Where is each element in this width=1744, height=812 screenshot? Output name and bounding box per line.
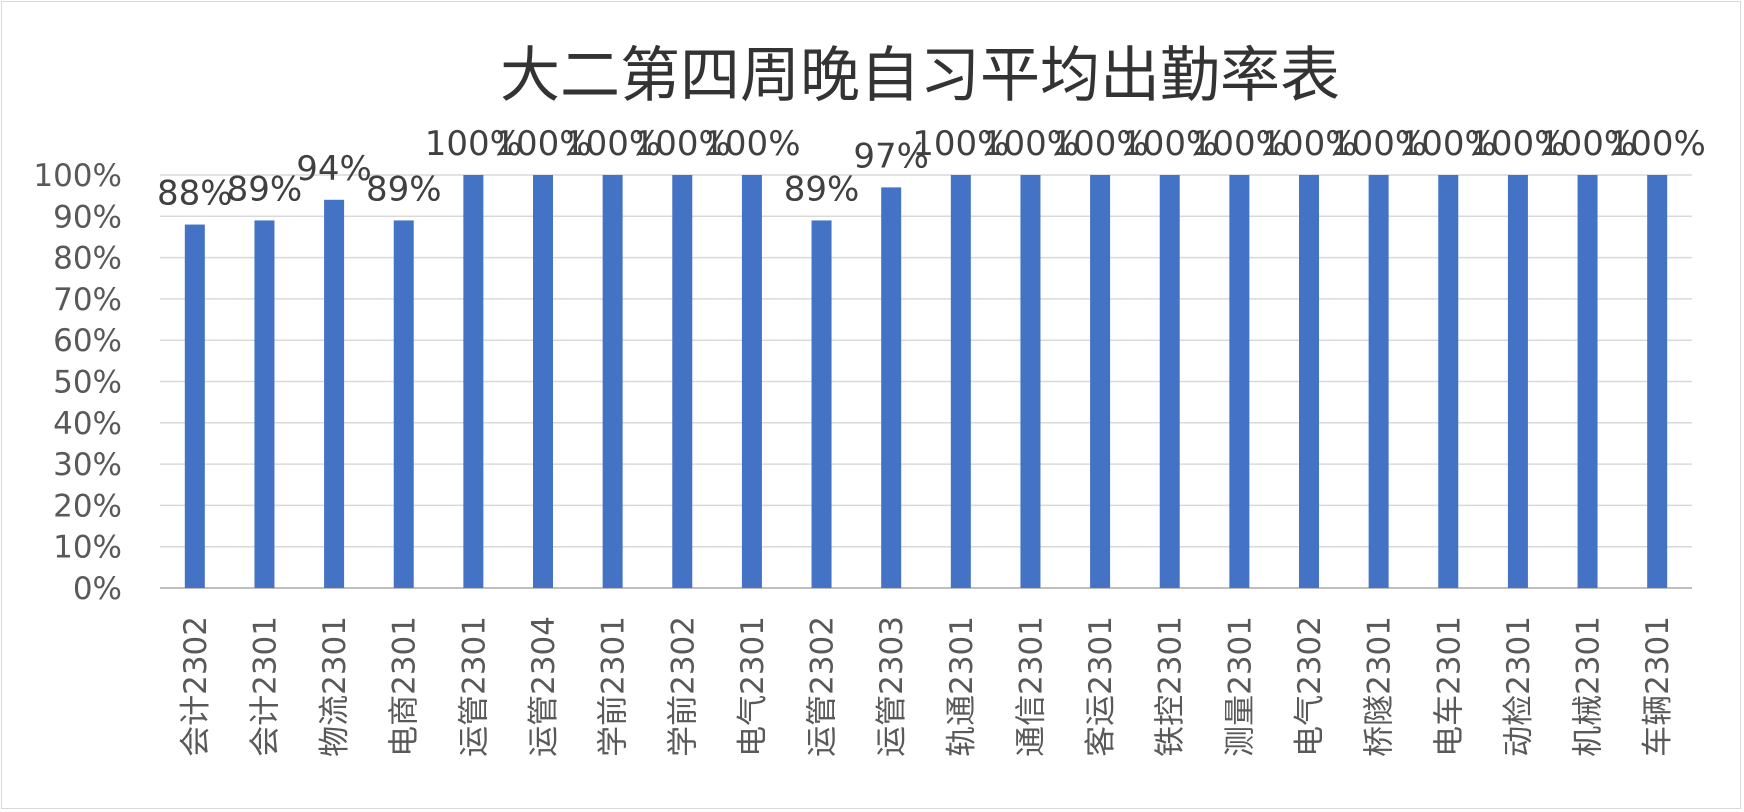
chart-title: 大二第四周晚自习平均出勤率表 <box>500 41 1340 111</box>
data-label: 89% <box>784 169 860 209</box>
x-tick-label: 物流2301 <box>317 616 353 757</box>
x-tick-label: 电气2301 <box>735 616 771 757</box>
bar <box>1438 175 1459 588</box>
x-tick-label: 电车2301 <box>1431 616 1467 757</box>
x-tick-label: 车辆2301 <box>1640 616 1676 757</box>
bar <box>1159 175 1180 588</box>
x-tick-label: 电气2302 <box>1292 616 1328 757</box>
y-tick-label: 70% <box>53 282 122 318</box>
y-tick-label: 0% <box>73 571 122 607</box>
bar <box>463 175 484 588</box>
gridlines <box>160 174 1692 589</box>
bar <box>602 175 623 588</box>
data-label: 89% <box>366 169 442 209</box>
bar <box>393 220 414 588</box>
x-tick-label: 电商2301 <box>387 616 423 757</box>
y-tick-label: 60% <box>53 323 122 359</box>
data-label: 100% <box>494 124 591 164</box>
x-tick-label: 测量2301 <box>1222 616 1258 757</box>
x-tick-label: 客运2301 <box>1083 616 1119 757</box>
x-tick-label: 运管2304 <box>526 616 562 757</box>
bar <box>672 175 693 588</box>
bar <box>741 175 762 588</box>
data-label: 100% <box>1191 124 1288 164</box>
data-label: 100% <box>1121 124 1218 164</box>
bar <box>1090 175 1111 588</box>
data-label: 100% <box>703 124 800 164</box>
y-tick-label: 40% <box>53 406 122 442</box>
data-label: 100% <box>1400 124 1497 164</box>
bar <box>1229 175 1250 588</box>
data-label: 100% <box>564 124 661 164</box>
x-tick-label: 学前2302 <box>665 616 701 757</box>
bar <box>184 224 205 588</box>
data-label: 100% <box>1609 124 1706 164</box>
bar <box>1577 175 1598 588</box>
bar <box>1647 175 1668 588</box>
x-tick-label: 轨通2301 <box>944 616 980 757</box>
data-label: 94% <box>296 149 372 189</box>
x-tick-label: 运管2303 <box>874 616 910 757</box>
x-tick-label: 桥隧2301 <box>1362 616 1398 757</box>
y-axis-ticks: 0% 10% 20% 30% 40% 50% 60% 70% 80% 90% 100% <box>33 158 122 607</box>
x-tick-label: 运管2301 <box>456 616 492 757</box>
data-label: 100% <box>1260 124 1357 164</box>
x-tick-label: 动检2301 <box>1501 616 1537 757</box>
data-label: 100% <box>1051 124 1148 164</box>
y-tick-label: 20% <box>53 488 122 524</box>
data-label: 100% <box>1469 124 1566 164</box>
data-label: 100% <box>982 124 1079 164</box>
bar <box>1020 175 1041 588</box>
bars <box>184 175 1668 588</box>
y-tick-label: 30% <box>53 447 122 483</box>
y-tick-label: 50% <box>53 365 122 401</box>
y-tick-label: 10% <box>53 530 122 566</box>
x-tick-label: 运管2302 <box>805 616 841 757</box>
bar <box>324 199 345 588</box>
x-tick-label: 会计2301 <box>247 616 283 757</box>
y-tick-label: 100% <box>33 158 122 194</box>
data-label: 100% <box>425 124 522 164</box>
data-labels: 88%89%94%89%100%100%100%100%100%89%97%10… <box>157 124 1706 214</box>
bar <box>533 175 553 588</box>
data-label: 100% <box>634 124 731 164</box>
x-tick-label: 通信2301 <box>1013 616 1049 757</box>
data-label: 88% <box>157 174 233 214</box>
data-label: 97% <box>853 136 929 176</box>
x-tick-label: 学前2301 <box>596 616 632 757</box>
bar <box>881 187 902 588</box>
y-tick-label: 90% <box>53 199 122 235</box>
bar <box>1507 175 1528 588</box>
bar <box>950 175 971 588</box>
bar <box>1299 175 1319 588</box>
x-tick-label: 会计2302 <box>178 616 214 757</box>
x-tick-label: 机械2301 <box>1571 616 1607 757</box>
data-label: 89% <box>227 169 303 209</box>
y-tick-label: 80% <box>53 241 122 277</box>
bar <box>254 220 275 588</box>
x-axis-ticks: 会计2302 会计2301 物流2301 电商2301 运管2301 运管2304 学前23… <box>178 616 1676 757</box>
x-tick-label: 铁控2301 <box>1153 616 1189 757</box>
bar <box>811 220 832 588</box>
data-label: 100% <box>912 124 1009 164</box>
data-label: 100% <box>1539 124 1636 164</box>
bar <box>1368 175 1389 588</box>
data-label: 100% <box>1330 124 1427 164</box>
